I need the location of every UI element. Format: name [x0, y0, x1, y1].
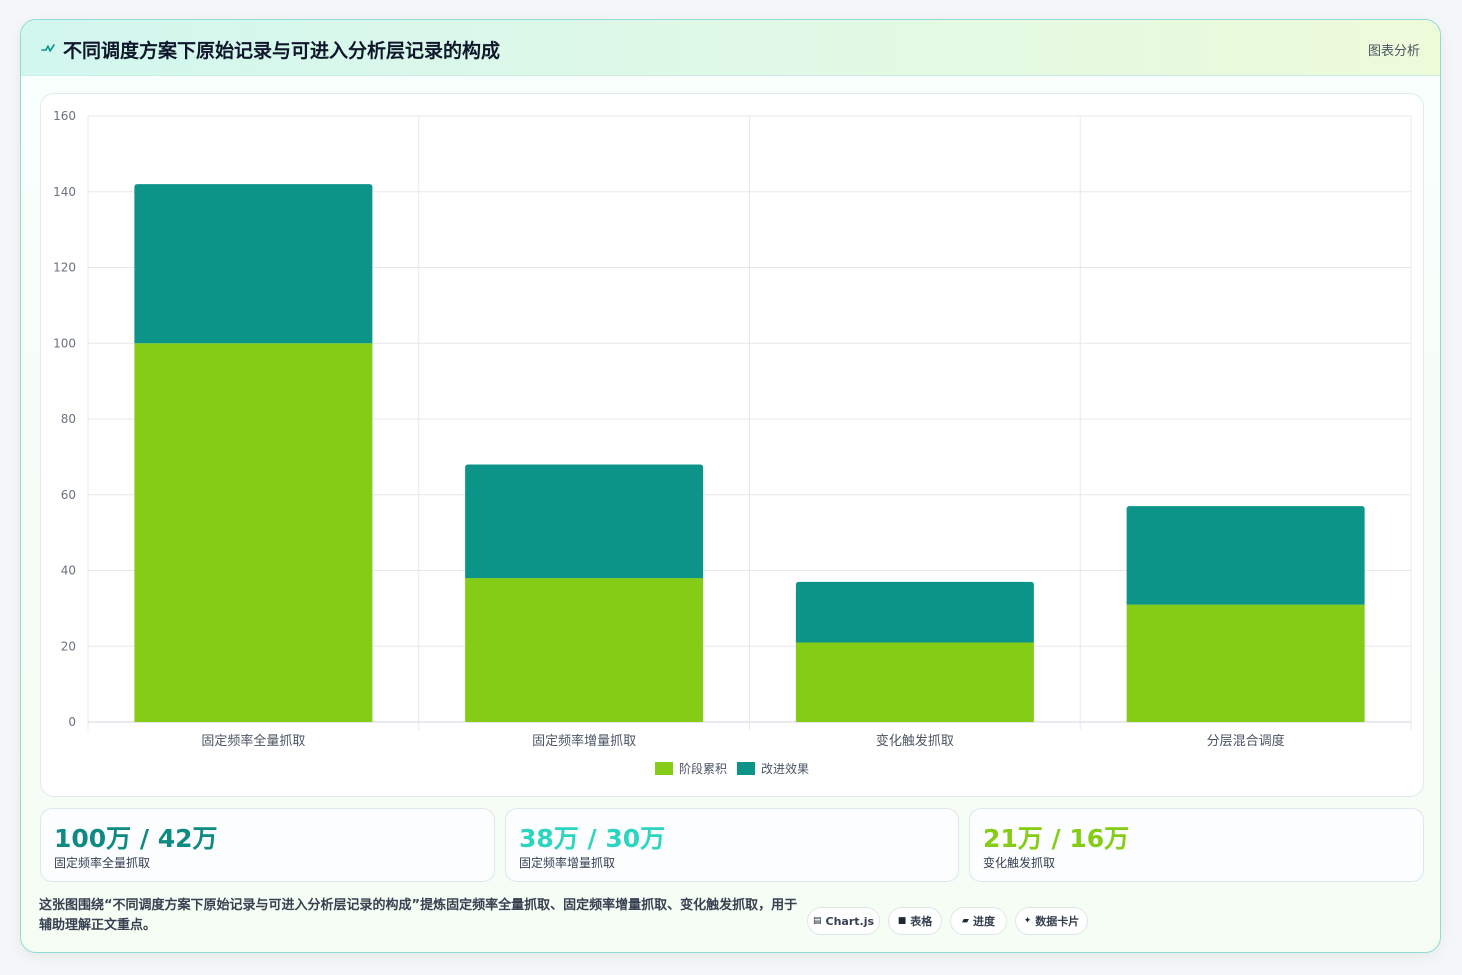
page-title: 不同调度方案下原始记录与可进入分析层记录的构成 — [63, 40, 501, 62]
chip-label: Chart.js — [825, 914, 875, 928]
stat-card-change-triggered: 21万 / 16万 变化触发抓取 — [969, 808, 1424, 882]
legend-label: 阶段累积 — [679, 761, 727, 776]
chip-table[interactable]: ■ 表格 — [888, 907, 942, 935]
header-tag: 图表分析 — [1367, 44, 1420, 59]
chart-panel: 0 20 40 60 80 100 120 140 160 固定频率全量抓取 固定频率增量抓取 变化触… — [40, 93, 1424, 797]
y-tick-label: 20 — [61, 639, 76, 653]
chip-label: 表格 — [910, 915, 933, 928]
bar-segment — [795, 642, 1034, 722]
chart-icon: ▤ — [812, 916, 822, 926]
y-tick-label: 160 — [53, 109, 76, 123]
legend-label: 改进效果 — [761, 761, 809, 776]
legend-swatch — [655, 762, 673, 775]
stat-value: 38万 / 30万 — [519, 824, 666, 853]
bar-segment — [134, 343, 373, 722]
stat-card-incremental: 38万 / 30万 固定频率增量抓取 — [505, 808, 959, 882]
x-tick-label: 变化触发抓取 — [876, 733, 954, 749]
chart-description: 这张图围绕“不同调度方案下原始记录与可进入分析层记录的构成”提炼固定频率全量抓取… — [39, 898, 798, 933]
chip-chartjs[interactable]: ▤ Chart.js — [807, 907, 880, 935]
y-tick-label: 40 — [61, 564, 76, 578]
y-tick-label: 100 — [53, 336, 76, 350]
bar-segment — [134, 184, 373, 344]
bar-segment — [1126, 506, 1365, 605]
table-icon: ■ — [897, 916, 907, 926]
chip-label: 数据卡片 — [1035, 915, 1080, 928]
y-tick-label: 120 — [53, 261, 76, 275]
chart-card: 不同调度方案下原始记录与可进入分析层记录的构成 图表分析 0 20 40 60 80 10… — [20, 19, 1441, 953]
sparkle-icon: ✦ — [1023, 916, 1032, 926]
x-tick-label: 固定频率全量抓取 — [201, 733, 305, 749]
x-tick-label: 固定频率增量抓取 — [532, 733, 636, 749]
x-tick-label: 分层混合调度 — [1207, 733, 1285, 749]
chip-progress[interactable]: ▰ 进度 — [950, 907, 1007, 935]
progress-icon: ▰ — [962, 916, 969, 926]
stat-label: 固定频率增量抓取 — [519, 856, 616, 870]
card-header: 不同调度方案下原始记录与可进入分析层记录的构成 图表分析 — [21, 20, 1440, 76]
stat-label: 变化触发抓取 — [983, 856, 1056, 870]
stat-card-full: 100万 / 42万 固定频率全量抓取 — [40, 808, 495, 882]
bar-segment — [1126, 604, 1365, 722]
stacked-bar-chart: 0 20 40 60 80 100 120 140 160 固定频率全量抓取 固定频率增量抓取 变化触… — [53, 109, 1412, 776]
legend-swatch — [737, 762, 755, 775]
stat-value: 100万 / 42万 — [54, 824, 218, 853]
bar-segment — [465, 464, 704, 579]
stat-value: 21万 / 16万 — [983, 824, 1130, 853]
bar-segment — [795, 581, 1034, 643]
pulse-icon — [41, 44, 55, 52]
chip-data-card[interactable]: ✦ 数据卡片 — [1015, 907, 1088, 935]
chip-label: 进度 — [972, 915, 995, 928]
y-tick-label: 80 — [61, 412, 76, 426]
y-tick-label: 0 — [68, 715, 76, 729]
y-tick-label: 60 — [61, 488, 76, 502]
stat-label: 固定频率全量抓取 — [54, 856, 151, 870]
y-tick-label: 140 — [53, 185, 76, 199]
bar-segment — [465, 578, 704, 722]
